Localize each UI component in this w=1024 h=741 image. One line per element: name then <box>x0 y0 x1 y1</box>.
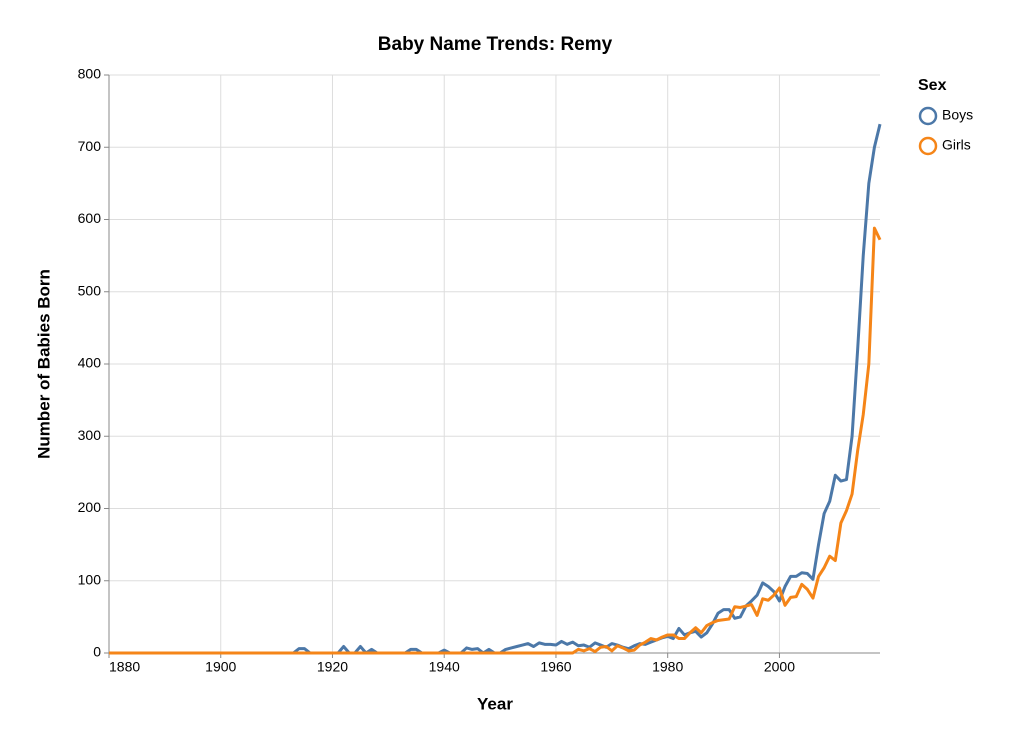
y-tick-label: 200 <box>78 499 102 515</box>
y-tick-label: 600 <box>78 210 102 226</box>
legend-symbol <box>918 106 938 126</box>
y-tick-label: 500 <box>78 282 102 298</box>
y-tick-label: 400 <box>78 355 102 371</box>
x-axis-title: Year <box>477 694 513 713</box>
legend-title: Sex <box>918 77 947 94</box>
x-tick-label: 1940 <box>429 659 460 675</box>
y-tick-label: 100 <box>78 571 102 587</box>
y-axis-title: Number of Babies Born <box>34 269 53 459</box>
x-tick-label: 1920 <box>317 659 348 675</box>
y-tick-label: 0 <box>93 644 101 660</box>
x-tick-label: 1900 <box>205 659 236 675</box>
x-tick-label: 1960 <box>540 659 571 675</box>
x-tick-label: 1880 <box>109 659 140 675</box>
chart-title: Baby Name Trends: Remy <box>378 34 613 55</box>
line-series <box>109 123 882 655</box>
legend-label: Boys <box>942 107 973 123</box>
x-tick-label: 2000 <box>764 659 795 675</box>
y-tick-label: 300 <box>78 427 102 443</box>
line-series <box>109 226 882 655</box>
x-tick-label: 1980 <box>652 659 683 675</box>
y-tick-label: 700 <box>78 138 102 154</box>
legend-label: Girls <box>942 137 971 153</box>
legend-symbol <box>918 136 938 156</box>
y-tick-label: 800 <box>78 66 102 82</box>
